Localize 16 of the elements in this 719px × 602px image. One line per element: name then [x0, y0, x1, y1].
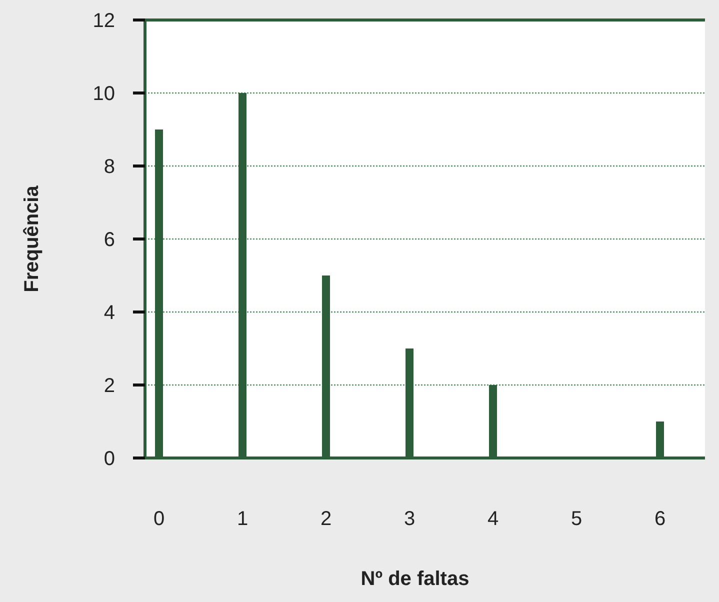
x-tick-label: 5: [570, 508, 582, 530]
x-tick-label: 2: [320, 508, 332, 530]
y-axis-title: Frequência: [21, 184, 43, 292]
x-axis-title: Nº de faltas: [360, 568, 470, 590]
y-tick-label: 0: [104, 448, 115, 470]
y-tick-label: 6: [104, 229, 115, 251]
x-tick-label: 6: [654, 508, 666, 530]
x-tick-label: 3: [404, 508, 416, 530]
y-tick-label: 10: [92, 83, 115, 105]
x-tick-label: 0: [153, 508, 165, 530]
x-tick-label: 1: [236, 508, 248, 530]
y-tick-label: 2: [104, 375, 115, 397]
y-tick-label: 8: [104, 156, 115, 178]
y-tick-label: 12: [92, 10, 115, 32]
y-tick-label: 4: [104, 302, 115, 324]
x-tick-label: 4: [487, 508, 499, 530]
